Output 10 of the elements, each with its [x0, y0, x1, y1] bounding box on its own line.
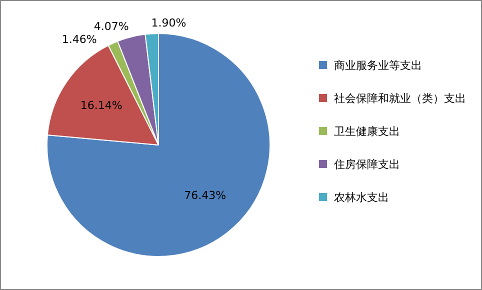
data-label: 1.46%	[62, 32, 97, 46]
legend-label: 农林水支出	[334, 190, 389, 206]
data-label: 4.07%	[94, 20, 129, 34]
legend-label: 住房保障支出	[334, 157, 400, 173]
legend-label: 社会保障和就业（类）支出	[334, 91, 466, 107]
data-label: 76.43%	[184, 188, 226, 202]
legend-label: 卫生健康支出	[334, 124, 400, 140]
legend-label: 商业服务业等支出	[334, 58, 422, 74]
data-label: 1.90%	[151, 16, 186, 30]
data-label: 16.14%	[80, 99, 122, 112]
